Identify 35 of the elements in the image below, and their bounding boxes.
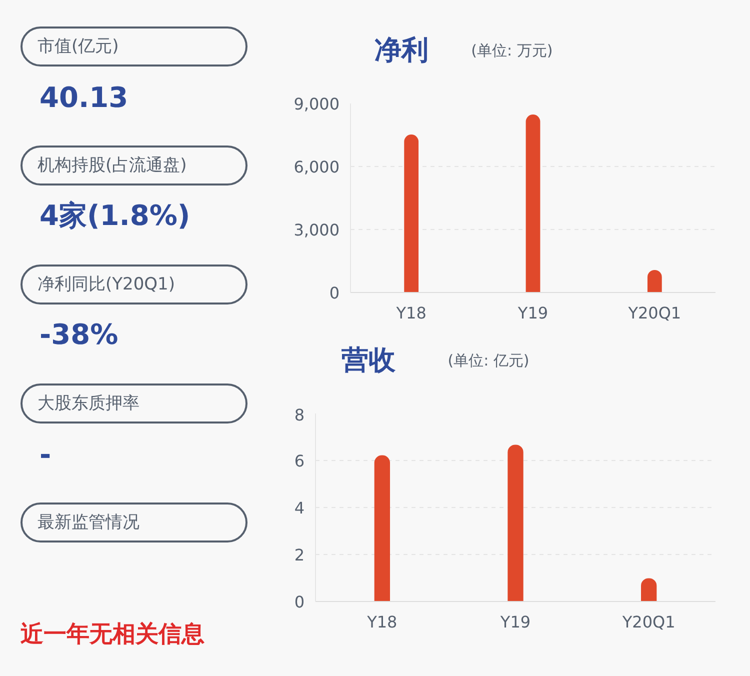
text: 最新监管情况: [38, 512, 140, 532]
bar: [647, 270, 662, 292]
y-tick-label: 0: [294, 592, 305, 612]
y-tick-label: 3,000: [294, 220, 340, 240]
text: 净利同比(Y20Q1): [38, 274, 175, 294]
chart-subtitle: (单位: 亿元): [448, 352, 530, 370]
x-tick-label: Y18: [395, 304, 426, 322]
y-tick-label: 9,000: [294, 94, 340, 114]
x-tick-label: Y20Q1: [621, 612, 676, 632]
bar: [526, 114, 540, 292]
y-tick-label: 2: [294, 546, 305, 564]
text: -: [40, 438, 52, 471]
x-tick-label: Y20Q1: [627, 304, 682, 322]
x-tick-label: Y19: [516, 304, 548, 322]
bar: [508, 444, 524, 602]
bar: [374, 455, 390, 602]
text: 近一年无相关信息: [20, 622, 204, 648]
chart-title: 营收: [340, 345, 397, 376]
x-tick-label: Y18: [366, 612, 398, 632]
bar: [641, 578, 657, 602]
y-tick-label: 6,000: [294, 158, 340, 176]
text: 市值(亿元): [38, 36, 119, 56]
text: 大股东质押率: [38, 394, 140, 414]
y-tick-label: 6: [294, 452, 305, 470]
chart-subtitle: (单位: 万元): [471, 42, 553, 60]
text: 4家(1.8%): [40, 199, 190, 232]
bar: [404, 134, 419, 292]
y-tick-label: 8: [294, 406, 305, 424]
x-tick-label: Y19: [499, 612, 531, 632]
text: -38%: [40, 318, 118, 351]
y-tick-label: 4: [294, 498, 305, 518]
text: 40.13: [40, 81, 128, 114]
text: 机构持股(占流通盘): [38, 156, 187, 176]
chart-title: 净利: [374, 35, 428, 66]
y-tick-label: 0: [329, 284, 340, 302]
